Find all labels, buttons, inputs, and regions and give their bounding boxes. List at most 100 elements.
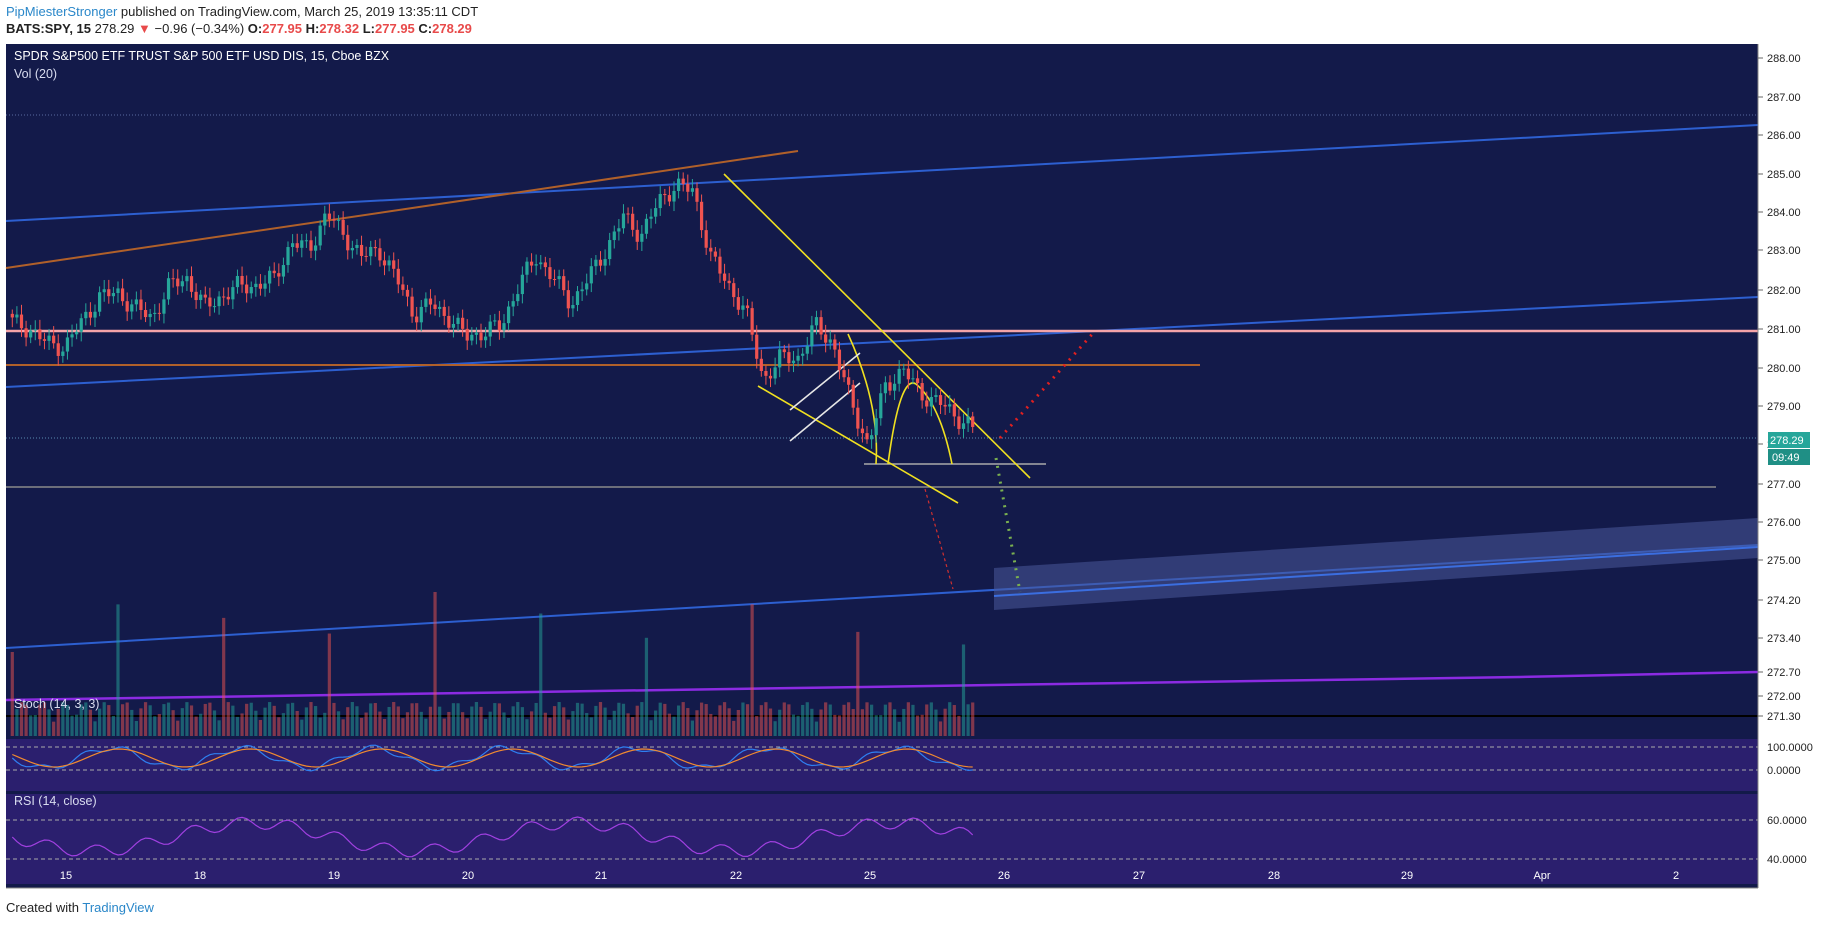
volume-bar [79,704,83,736]
price-axis[interactable]: 288.00 287.00 286.00 285.00 284.00 283.00 282.… [1757,44,1813,888]
volume-bar [892,709,897,736]
candle-body [663,193,667,196]
volume-bar [166,702,171,736]
candle-body [869,435,874,440]
volume-bar [690,720,695,736]
volume-bar [686,708,690,736]
volume-bar [787,704,791,736]
candle-body [295,243,299,248]
tradingview-logo[interactable]: TradingView [82,900,154,915]
volume-bar [874,715,878,736]
volume-bar [617,702,621,736]
price-tick-label: 284.00 [1767,207,1801,219]
volume-bar [199,713,203,736]
candle-body [557,276,561,280]
volume-bar [29,715,33,736]
candle-body [851,384,855,408]
volume-bar [745,704,750,736]
candle-body [24,328,28,338]
open-label: O: [247,21,263,36]
candle-body [465,328,469,341]
candle-body [856,407,860,429]
volume-bar [428,706,433,736]
volume-bar [580,703,584,736]
candle-body [346,234,350,251]
volume-bar [736,709,740,736]
volume-bar [672,716,676,736]
volume-bar [369,703,373,736]
candle-body [75,331,79,335]
candle-body [456,317,460,324]
author-link[interactable]: PipMiesterStronger [6,4,118,19]
candle-body [667,195,672,202]
price-tick-label: 271.30 [1767,711,1801,723]
candle-body [801,353,805,356]
candle-body [120,288,125,302]
volume-bar [663,703,667,736]
candle-body [15,314,19,318]
flag-upper-line [789,352,861,411]
current-price-label: 278.29 [1770,435,1804,447]
candle-body [29,330,33,338]
close-label: C: [418,21,433,36]
time-tick-label: 15 [60,870,72,882]
candle-body [392,260,396,269]
candle-body [84,311,88,319]
candle-body [690,188,695,192]
candle-body [883,382,888,394]
wedge-upper-line [723,173,1031,479]
candle-body [222,296,226,298]
candle-body [640,233,644,242]
volume-bar [249,702,253,736]
volume-bar [84,702,88,736]
price-tick-label: 285.00 [1767,169,1801,181]
volume-bar [125,702,129,736]
candle-body [608,240,612,260]
publish-header: PipMiesterStronger published on TradingV… [6,4,478,19]
volume-bar [359,717,364,736]
time-tick-label: 20 [462,870,474,882]
candle-body [695,188,699,202]
price-tick-label: 272.70 [1767,667,1801,679]
blue-channel-middle-line [5,296,1759,388]
volume-bar [373,703,377,736]
candle-body [286,247,290,266]
close-value: 278.29 [432,21,472,36]
candle-body [479,332,483,341]
price-chart[interactable]: 288.00 287.00 286.00 285.00 284.00 283.00 282.… [0,44,1828,894]
red-dashed-projection [924,488,954,590]
candle-body [290,243,295,248]
candle-body [396,268,400,285]
candle-body [892,383,897,391]
blue-channel-upper-line [5,124,1759,222]
volume-bar [442,718,446,736]
candle-body [332,219,336,221]
volume-bar [245,703,249,736]
volume-bar [134,720,138,736]
candle-body [157,312,161,314]
volume-bar [153,716,157,736]
rsi-pane [6,794,1758,884]
indicator-tick-label: 60.0000 [1767,815,1807,827]
candles [10,171,975,449]
volume-bar [681,702,685,736]
volume-bar [534,702,538,736]
candle-body [116,288,120,294]
time-tick-label: Apr [1533,870,1550,882]
time-tick-label: 28 [1268,870,1280,882]
volume-bar [732,720,736,736]
time-axis[interactable]: 15 18 19 20 21 22 25 26 27 28 29 Apr 2 [6,870,1758,889]
candle-body [658,193,662,209]
countdown-label: 09:49 [1772,452,1800,464]
price-tick-label: 286.00 [1767,130,1801,142]
volume-bar [10,652,14,736]
chart-title: SPDR S&P500 ETF TRUST S&P 500 ETF USD DI… [14,49,390,63]
candle-body [635,229,639,242]
candle-body [699,201,704,231]
price-tick-label: 279.00 [1767,401,1801,413]
volume-bar [511,706,515,736]
volume-bar [226,702,230,736]
price-tick-label: 287.00 [1767,92,1801,104]
candle-body [268,270,272,284]
candle-body [231,287,235,300]
